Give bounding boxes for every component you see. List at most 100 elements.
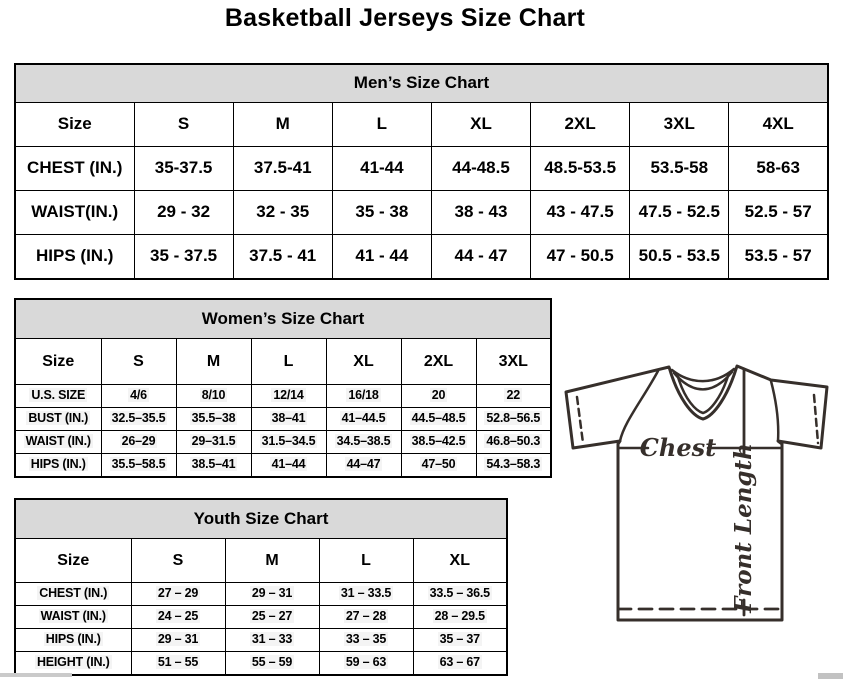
table-cell: 37.5 - 41 xyxy=(232,234,333,280)
left-cuff-dashed-line xyxy=(575,395,585,445)
youth-chart-title: Youth Size Chart xyxy=(14,498,508,539)
jersey-outline xyxy=(564,364,829,622)
column-header: S xyxy=(100,338,177,385)
table-cell: 52.8–56.5 xyxy=(475,407,552,431)
row-label: HIPS (IN.) xyxy=(14,234,135,280)
table-cell: 55 – 59 xyxy=(224,651,320,676)
right-cuff-dashed-line xyxy=(812,393,820,445)
column-header: L xyxy=(318,538,414,583)
womens-size-chart-table: Women’s Size Chart Size S M L XL 2XL 3XL… xyxy=(14,298,552,478)
table-cell: 33 – 35 xyxy=(318,628,414,652)
table-cell: 25 – 27 xyxy=(224,605,320,629)
table-cell: 47 - 50.5 xyxy=(530,234,631,280)
table-row: HIPS (IN.) 35.5–58.5 38.5–41 41–44 44–47… xyxy=(14,453,552,478)
table-row: WAIST(IN.) 29 - 32 32 - 35 35 - 38 38 - … xyxy=(14,190,829,235)
mens-size-chart-table: Men’s Size Chart Size S M L XL 2XL 3XL 4… xyxy=(14,63,829,280)
table-cell: 41–44 xyxy=(250,453,327,478)
table-row: HEIGHT (IN.) 51 – 55 55 – 59 59 – 63 63 … xyxy=(14,651,508,676)
collar-band-arc xyxy=(670,367,736,383)
horizontal-scrollbar-fragment xyxy=(818,673,843,679)
table-cell: 8/10 xyxy=(175,384,252,408)
table-cell: 48.5-53.5 xyxy=(530,146,631,191)
column-header: Size xyxy=(14,538,132,583)
column-header: L xyxy=(250,338,327,385)
front-length-label: Front Length xyxy=(730,443,757,614)
table-cell: 52.5 - 57 xyxy=(728,190,829,235)
table-cell: 50.5 - 53.5 xyxy=(629,234,730,280)
column-header: XL xyxy=(430,102,532,147)
mens-chart-title: Men’s Size Chart xyxy=(14,63,829,103)
table-cell: 47–50 xyxy=(400,453,477,478)
row-label: HEIGHT (IN.) xyxy=(14,651,132,676)
table-row: HIPS (IN.) 29 – 31 31 – 33 33 – 35 35 – … xyxy=(14,628,508,652)
table-cell: 44 - 47 xyxy=(430,234,532,280)
row-label: HIPS (IN.) xyxy=(14,453,102,478)
table-cell: 37.5-41 xyxy=(232,146,333,191)
column-header: 4XL xyxy=(728,102,829,147)
table-cell: 63 – 67 xyxy=(412,651,508,676)
table-cell: 38.5–42.5 xyxy=(400,430,477,454)
column-header: 2XL xyxy=(400,338,477,385)
row-label: WAIST(IN.) xyxy=(14,190,135,235)
table-cell: 58-63 xyxy=(728,146,829,191)
row-label: WAIST (IN.) xyxy=(14,430,102,454)
left-armhole-seam xyxy=(618,369,660,443)
table-cell: 27 – 28 xyxy=(318,605,414,629)
table-cell: 44–47 xyxy=(325,453,402,478)
table-cell: 12/14 xyxy=(250,384,327,408)
table-cell: 29 – 31 xyxy=(130,628,226,652)
table-cell: 35.5–38 xyxy=(175,407,252,431)
table-cell: 28 – 29.5 xyxy=(412,605,508,629)
right-armhole-seam xyxy=(769,379,780,443)
table-cell: 41-44 xyxy=(331,146,432,191)
table-cell: 35 - 38 xyxy=(331,190,432,235)
column-header: L xyxy=(331,102,432,147)
column-header: M xyxy=(224,538,320,583)
table-cell: 34.5–38.5 xyxy=(325,430,402,454)
table-row: HIPS (IN.) 35 - 37.5 37.5 - 41 41 - 44 4… xyxy=(14,234,829,280)
table-cell: 59 – 63 xyxy=(318,651,414,676)
row-label: WAIST (IN.) xyxy=(14,605,132,629)
table-cell: 35 – 37 xyxy=(412,628,508,652)
column-header: 2XL xyxy=(530,102,631,147)
column-header: S xyxy=(130,538,226,583)
table-cell: 29–31.5 xyxy=(175,430,252,454)
table-cell: 27 – 29 xyxy=(130,582,226,606)
table-cell: 35-37.5 xyxy=(133,146,234,191)
youth-size-chart-table: Youth Size Chart Size S M L XL CHEST (IN… xyxy=(14,498,508,676)
table-row: CHEST (IN.) 35-37.5 37.5-41 41-44 44-48.… xyxy=(14,146,829,191)
row-label: CHEST (IN.) xyxy=(14,146,135,191)
page-title: Basketball Jerseys Size Chart xyxy=(224,4,586,32)
table-row: BUST (IN.) 32.5–35.5 35.5–38 38–41 41–44… xyxy=(14,407,552,431)
jersey-measurement-diagram: Chest Front Length xyxy=(564,364,829,622)
table-cell: 41–44.5 xyxy=(325,407,402,431)
table-cell: 20 xyxy=(400,384,477,408)
table-cell: 29 - 32 xyxy=(133,190,234,235)
table-cell: 47.5 - 52.5 xyxy=(629,190,730,235)
table-cell: 54.3–58.3 xyxy=(475,453,552,478)
table-cell: 38–41 xyxy=(250,407,327,431)
row-label: HIPS (IN.) xyxy=(14,628,132,652)
column-header: Size xyxy=(14,338,102,385)
column-header: S xyxy=(133,102,234,147)
table-cell: 35.5–58.5 xyxy=(100,453,177,478)
table-cell: 33.5 – 36.5 xyxy=(412,582,508,606)
table-cell: 53.5-58 xyxy=(629,146,730,191)
column-header: M xyxy=(175,338,252,385)
row-label: CHEST (IN.) xyxy=(14,582,132,606)
table-cell: 26–29 xyxy=(100,430,177,454)
table-cell: 41 - 44 xyxy=(331,234,432,280)
table-row: CHEST (IN.) 27 – 29 29 – 31 31 – 33.5 33… xyxy=(14,582,508,606)
table-cell: 16/18 xyxy=(325,384,402,408)
column-header: 3XL xyxy=(475,338,552,385)
table-cell: 31.5–34.5 xyxy=(250,430,327,454)
table-cell: 43 - 47.5 xyxy=(530,190,631,235)
table-cell: 38 - 43 xyxy=(430,190,532,235)
row-label: U.S. SIZE xyxy=(14,384,102,408)
column-header: 3XL xyxy=(629,102,730,147)
table-row: WAIST (IN.) 26–29 29–31.5 31.5–34.5 34.5… xyxy=(14,430,552,454)
womens-chart-title: Women’s Size Chart xyxy=(14,298,552,339)
row-label: BUST (IN.) xyxy=(14,407,102,431)
table-cell: 35 - 37.5 xyxy=(133,234,234,280)
womens-header-row: Size S M L XL 2XL 3XL xyxy=(14,338,552,385)
